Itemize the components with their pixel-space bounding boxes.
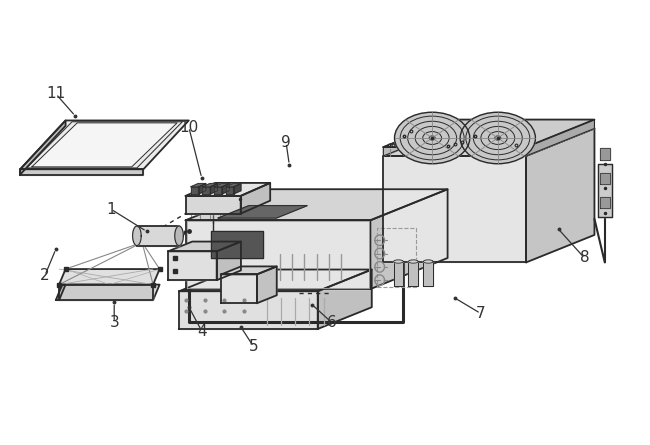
- Polygon shape: [257, 267, 277, 303]
- Polygon shape: [216, 242, 241, 280]
- Polygon shape: [137, 226, 179, 246]
- Text: 10: 10: [179, 120, 198, 135]
- Text: 1: 1: [106, 202, 116, 217]
- Circle shape: [395, 112, 470, 164]
- Polygon shape: [393, 262, 403, 286]
- Polygon shape: [179, 270, 372, 291]
- Polygon shape: [221, 275, 257, 303]
- Polygon shape: [168, 251, 216, 280]
- Polygon shape: [408, 262, 418, 286]
- Text: 6: 6: [326, 315, 336, 330]
- Ellipse shape: [175, 226, 183, 246]
- Polygon shape: [202, 184, 218, 187]
- Polygon shape: [218, 206, 307, 218]
- Polygon shape: [599, 149, 610, 159]
- Polygon shape: [526, 120, 595, 156]
- Circle shape: [460, 112, 536, 164]
- Polygon shape: [211, 231, 263, 258]
- Polygon shape: [56, 285, 66, 300]
- Polygon shape: [384, 120, 452, 156]
- Polygon shape: [318, 270, 372, 329]
- Polygon shape: [185, 183, 270, 196]
- Polygon shape: [214, 184, 229, 187]
- Polygon shape: [59, 269, 160, 285]
- Polygon shape: [370, 189, 448, 289]
- Polygon shape: [185, 220, 370, 289]
- Polygon shape: [20, 169, 144, 174]
- Polygon shape: [599, 173, 610, 184]
- Polygon shape: [202, 187, 210, 194]
- Polygon shape: [168, 242, 241, 251]
- Polygon shape: [190, 184, 206, 187]
- Polygon shape: [233, 184, 241, 194]
- Ellipse shape: [393, 260, 403, 263]
- Polygon shape: [210, 184, 218, 194]
- Ellipse shape: [133, 226, 141, 246]
- Polygon shape: [384, 129, 595, 156]
- Polygon shape: [384, 120, 595, 147]
- Polygon shape: [226, 187, 233, 194]
- Polygon shape: [240, 183, 270, 214]
- Polygon shape: [190, 187, 198, 194]
- Polygon shape: [526, 129, 595, 263]
- Ellipse shape: [423, 260, 433, 263]
- Text: 9: 9: [281, 135, 291, 150]
- Text: 2: 2: [40, 268, 49, 283]
- Text: 3: 3: [109, 315, 119, 330]
- Polygon shape: [59, 285, 160, 300]
- Text: 8: 8: [580, 251, 590, 266]
- Polygon shape: [185, 189, 448, 220]
- Polygon shape: [599, 197, 610, 208]
- Polygon shape: [32, 123, 177, 167]
- Ellipse shape: [408, 260, 418, 263]
- Polygon shape: [214, 187, 222, 194]
- Polygon shape: [20, 121, 66, 174]
- Polygon shape: [20, 121, 188, 169]
- Polygon shape: [423, 262, 433, 286]
- Text: 7: 7: [476, 306, 486, 321]
- Polygon shape: [226, 184, 241, 187]
- Text: 11: 11: [46, 86, 66, 101]
- Polygon shape: [59, 285, 153, 300]
- Polygon shape: [598, 164, 612, 217]
- Text: 4: 4: [197, 324, 207, 339]
- Text: 5: 5: [249, 339, 259, 354]
- Polygon shape: [179, 291, 318, 329]
- Polygon shape: [384, 156, 526, 263]
- Polygon shape: [185, 196, 240, 214]
- Polygon shape: [198, 184, 206, 194]
- Polygon shape: [222, 184, 229, 194]
- Polygon shape: [221, 267, 277, 275]
